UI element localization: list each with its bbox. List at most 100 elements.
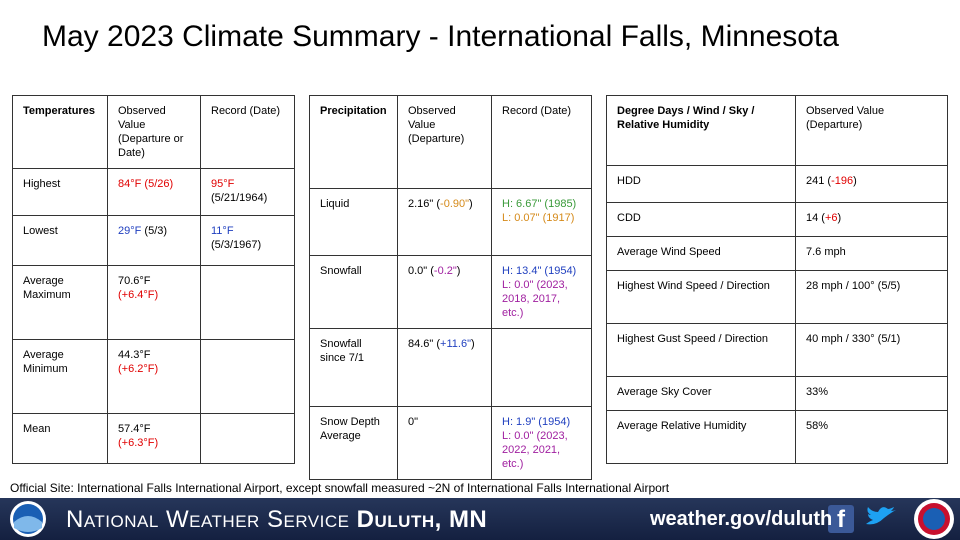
text-run: 29°F [118,225,142,237]
title: May 2023 Climate Summary - International… [42,20,839,53]
table-cell: Snowfall since 7/1 [309,328,398,407]
table-cell: 241 (-196) [795,165,948,203]
text-run: H: 1.9" (1954) [502,416,571,428]
footnote: Official Site: International Falls Inter… [10,481,670,495]
text-run: -196 [831,175,854,187]
table-cell: 84.6" (+11.6") [397,328,492,407]
table-cell: Highest Wind Speed / Direction [606,270,796,324]
text-run: L: 0.07" (1917) [502,212,575,224]
table-cell: Highest [12,168,108,216]
table-cell: 28 mph / 100° (5/5) [795,270,948,324]
text-run: 241 ( [806,175,832,187]
table-cell: 33% [795,376,948,411]
text-run: 0.0" ( [408,265,434,277]
header-cell: Record (Date) [491,95,592,189]
text-run: ) [837,212,842,224]
temperature-table: Temperatures Observed Value (Departure or… [12,95,295,464]
table-cell: 0" [397,406,492,480]
table-row: HDD 241 (-196) [606,165,948,203]
office: Duluth, MN [356,506,488,533]
text-run: +6 [824,212,838,224]
table-cell: 57.4°F (+6.3°F) [107,413,201,464]
agency: National Weather Service [66,506,350,533]
table-row: Snowfall since 7/1 84.6" (+11.6") [309,328,592,407]
facebook-icon[interactable] [828,505,854,533]
table-row: Lowest 29°F (5/3) 11°F (5/3/1967) [12,215,295,266]
table-cell: 11°F (5/3/1967) [200,215,295,266]
table-row: Highest Gust Speed / Direction 40 mph / 3… [606,323,948,377]
website[interactable]: weather.gov/duluth [650,508,833,530]
text-run: +11.6" [440,338,471,350]
table-row: Snow Depth Average 0" H: 1.9" (1954) L: 0.… [309,406,592,480]
table-head: Temperatures Observed Value (Departure or… [12,95,295,169]
agency-name: National Weather Service Duluth, MN [66,506,487,534]
table-body: HDD 241 (-196) CDD 14 (+6) Average Wind Spee… [606,165,948,464]
text-run: (5/3) [141,225,168,237]
text-run: 84°F (5/26) [118,178,174,190]
table-cell: Lowest [12,215,108,266]
table-body: Liquid 2.16" (-0.90") H: 6.67" (1985) L: 0… [309,188,592,480]
text-run: 95°F [211,178,235,190]
text-run: 70.6°F [118,275,151,287]
header-cell: Degree Days / Wind / Sky / Relative Humi… [606,95,796,166]
table-cell: Average Sky Cover [606,376,796,411]
table-cell [200,413,295,464]
text-run: 11°F [211,225,234,237]
table-cell: Liquid [309,188,398,256]
table-cell: 95°F (5/21/1964) [200,168,295,216]
header-cell: Observed Value (Departure) [397,95,492,189]
twitter-icon[interactable] [866,507,896,525]
table-cell [200,339,295,414]
table-row: Average Maximum 70.6°F (+6.4°F) [12,265,295,340]
table-cell: 44.3°F (+6.2°F) [107,339,201,414]
table-cell: Average Relative Humidity [606,410,796,464]
text-run: 84.6" ( [408,338,441,350]
text-run: (5/21/1964) [211,192,268,204]
header-row: Temperatures Observed Value (Departure or… [12,95,295,169]
table-cell: Average Maximum [12,265,108,340]
table-cell: 70.6°F (+6.4°F) [107,265,201,340]
text-run: -0.90" [440,198,470,210]
table-cell: H: 6.67" (1985) L: 0.07" (1917) [491,188,592,256]
precipitation-table: Precipitation Observed Value (Departure) R… [309,95,592,480]
table-cell: 14 (+6) [795,202,948,237]
table-row: Highest Wind Speed / Direction 28 mph / 1… [606,270,948,324]
text-run: (+6.4°F) [118,289,159,301]
text-run: -0.2" [433,265,457,277]
header-cell: Precipitation [309,95,398,189]
facebook-f: f [837,506,846,533]
table-row: Liquid 2.16" (-0.90") H: 6.67" (1985) L: 0… [309,188,592,256]
table-head: Precipitation Observed Value (Departure) R… [309,95,592,189]
table-row: Highest 84°F (5/26) 95°F (5/21/1964) [12,168,295,216]
table-cell: Average Wind Speed [606,236,796,271]
noaa-wave [14,516,42,532]
table-cell: 0.0" (-0.2") [397,255,492,329]
header-cell: Record (Date) [200,95,295,169]
text-run: ) [853,175,857,187]
table-row: CDD 14 (+6) [606,202,948,237]
text-run: 2.16" ( [408,198,441,210]
text-run: ) [469,198,473,210]
text-run: 57.4°F [118,423,151,435]
text-run: ) [470,338,475,350]
table-cell: Mean [12,413,108,464]
table-cell: H: 1.9" (1954) L: 0.0" (2023, 2022, 2021… [491,406,592,480]
table-cell: CDD [606,202,796,237]
banner-icons: f [10,499,954,539]
table-row: Average Sky Cover 33% [606,376,948,411]
table-cell: 7.6 mph [795,236,948,271]
nws-logo-inner [923,508,945,530]
text-run: ) [456,265,461,277]
text-run: 44.3°F [118,349,151,361]
banner: f National Weather Service Duluth, MN we… [0,498,960,540]
table-row: Average Wind Speed 7.6 mph [606,236,948,271]
table-row: Average Minimum 44.3°F (+6.2°F) [12,339,295,414]
text-run: 14 ( [806,212,825,224]
header-cell: Temperatures [12,95,108,169]
table-body: Highest 84°F (5/26) 95°F (5/21/1964) Lowest… [12,168,295,464]
text-run: (5/3/1967) [211,239,262,251]
table-cell: H: 13.4" (1954) L: 0.0" (2023, 2018, 201… [491,255,592,329]
table-cell: Average Minimum [12,339,108,414]
text-run: (+6.3°F) [118,437,159,449]
